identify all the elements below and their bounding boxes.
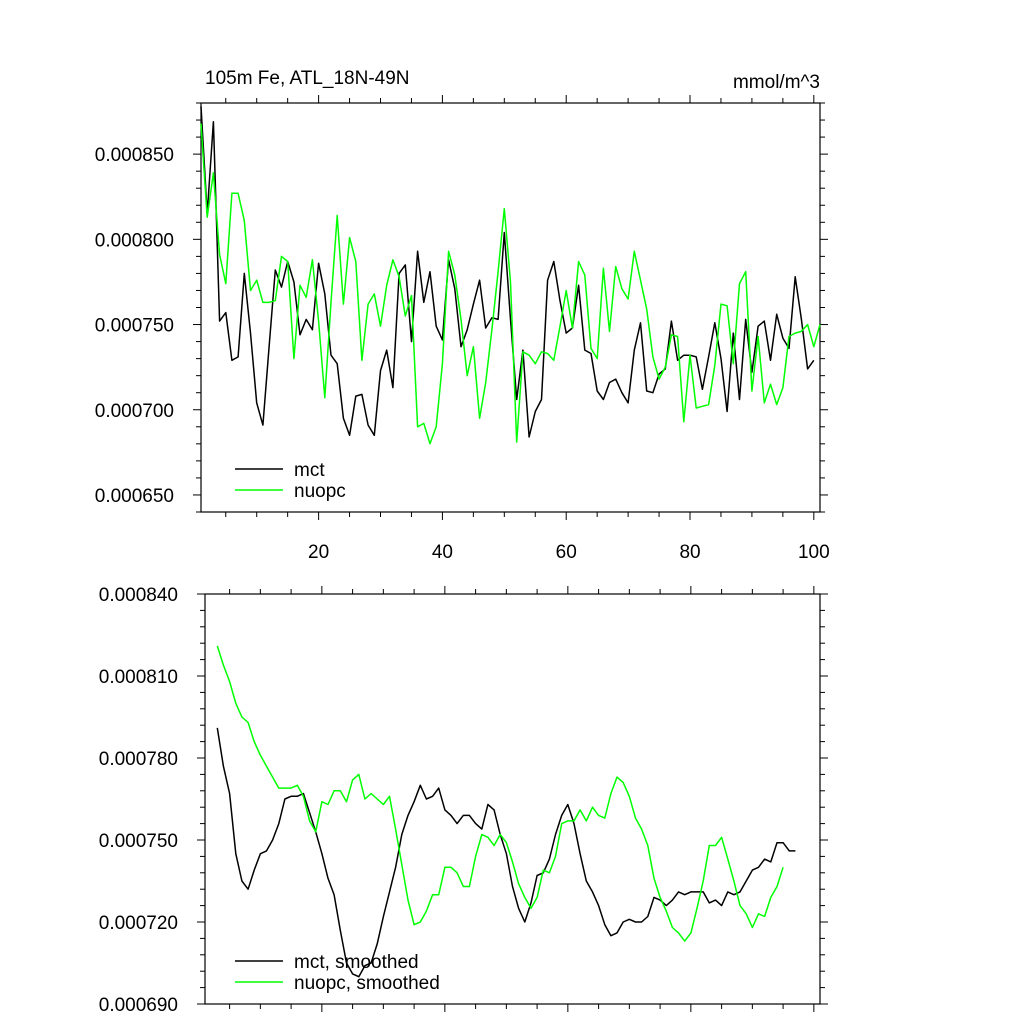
bottom-ytick-label: 0.000780: [99, 749, 178, 770]
bottom-series: [216, 645, 796, 978]
legend-label-mct-smoothed: mct, smoothed: [294, 952, 419, 973]
legend-label-nuopc: nuopc: [294, 481, 346, 502]
top-series: [200, 106, 821, 445]
bottom-ytick-label: 0.000840: [99, 585, 178, 606]
bottom-series-nuopc-smoothed: [216, 645, 784, 942]
bottom-ytick-label: 0.000720: [99, 913, 178, 934]
bottom-panel: 0.000690 0.000720 0.000750 0.000780 0.000810…: [99, 585, 828, 1016]
top-ytick-label: 0.000650: [95, 486, 174, 507]
bottom-ytick-label: 0.000750: [99, 831, 178, 852]
bottom-plot-frame: [204, 593, 821, 1005]
top-xtick-label: 40: [432, 542, 453, 563]
top-series-nuopc: [200, 123, 821, 445]
top-xtick-label: 20: [308, 542, 329, 563]
top-title-left: 105m Fe, ATL_18N-49N: [205, 68, 410, 89]
top-ytick-label: 0.000700: [95, 401, 174, 422]
legend-label-nuopc-smoothed: nuopc, smoothed: [294, 973, 440, 994]
top-panel: 105m Fe, ATL_18N-49N mmol/m^3 0.0006500.…: [95, 68, 830, 563]
legend-label-mct: mct: [294, 460, 325, 481]
top-axis-ticks: 0.000650 0.000700 0.000750 0.000800 0.000850…: [95, 95, 830, 563]
bottom-ytick-label: 0.000810: [99, 667, 178, 688]
top-ytick-label: 0.000850: [95, 145, 174, 166]
top-ytick-label: 0.000800: [95, 230, 174, 251]
top-ytick-label: 0.000750: [95, 316, 174, 337]
bottom-legend: mct, smoothed nuopc, smoothed: [235, 952, 440, 994]
top-series-mct: [200, 106, 815, 438]
top-xtick-label: 80: [679, 542, 700, 563]
bottom-ytick-label: 0.000690: [99, 995, 178, 1016]
bottom-series-mct-smoothed: [216, 727, 796, 978]
top-title-right: mmol/m^3: [733, 72, 820, 93]
top-xtick-label: 60: [556, 542, 577, 563]
top-legend: mct nuopc: [235, 460, 346, 502]
top-xtick-label: 100: [798, 542, 830, 563]
bottom-axis-ticks: 0.000690 0.000720 0.000750 0.000780 0.000810…: [99, 585, 828, 1016]
